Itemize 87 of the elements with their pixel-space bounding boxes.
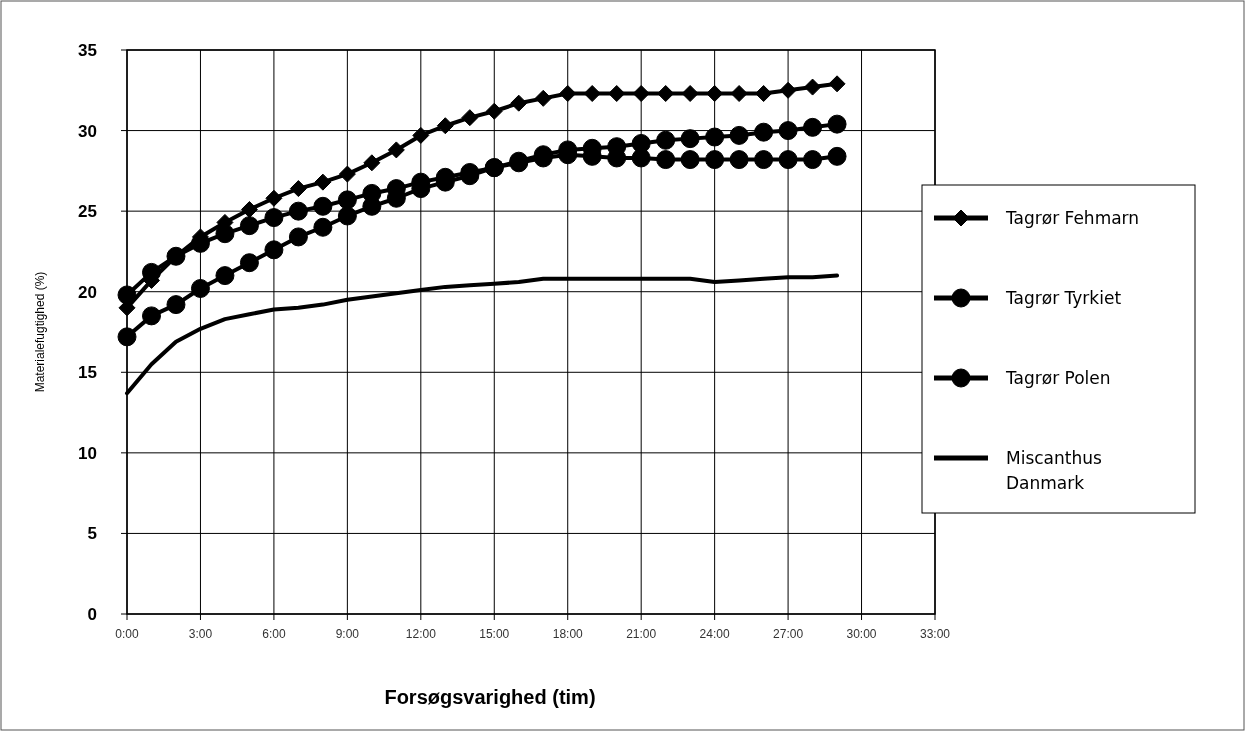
point	[656, 150, 676, 170]
x-tick-label: 21:00	[626, 627, 657, 641]
point	[362, 183, 382, 203]
point	[117, 285, 137, 305]
point	[264, 208, 284, 228]
point	[583, 85, 601, 103]
point	[778, 121, 798, 141]
point	[559, 85, 577, 103]
point	[265, 189, 283, 207]
x-tick-label: 9:00	[335, 627, 360, 641]
point	[632, 85, 650, 103]
point	[608, 85, 626, 103]
y-tick-label: 30	[78, 121, 97, 141]
x-tick-label: 3:00	[188, 627, 213, 641]
x-tick-label: 18:00	[552, 627, 584, 641]
point	[755, 85, 773, 103]
point	[215, 266, 235, 286]
point	[803, 150, 823, 170]
point	[729, 150, 749, 170]
y-tick-label: 20	[78, 282, 97, 302]
point	[680, 129, 700, 149]
point	[804, 78, 822, 96]
point	[117, 327, 137, 347]
point	[190, 278, 210, 298]
point	[485, 102, 503, 120]
point	[436, 117, 454, 135]
y-tick-label: 5	[87, 524, 97, 544]
point	[387, 141, 405, 159]
legend-label: Miscanthus Danmark	[1006, 448, 1102, 493]
point	[828, 75, 846, 93]
x-tick-label: 24:00	[699, 627, 730, 641]
point	[681, 85, 699, 103]
legend-label: Tagrør Fehmarn	[1005, 208, 1140, 228]
point	[827, 146, 847, 166]
point	[337, 190, 357, 210]
point	[239, 253, 259, 273]
point	[166, 295, 186, 315]
point	[680, 150, 700, 170]
point	[706, 85, 724, 103]
point	[314, 173, 332, 191]
point	[338, 165, 356, 183]
point	[705, 127, 725, 147]
x-tick-label: 30:00	[846, 627, 877, 641]
x-tick-label: 12:00	[405, 627, 437, 641]
point	[141, 306, 161, 326]
point	[288, 227, 308, 247]
point	[656, 130, 676, 150]
point	[363, 154, 381, 172]
legend-label: Tagrør Tyrkiet	[1005, 288, 1122, 308]
point	[240, 201, 258, 219]
point	[631, 148, 651, 168]
point	[729, 125, 749, 145]
point	[510, 94, 528, 112]
x-tick-label: 15:00	[479, 627, 510, 641]
point	[705, 150, 725, 170]
point	[313, 196, 333, 216]
point	[313, 217, 333, 237]
point	[141, 262, 161, 282]
x-tick-label: 27:00	[773, 627, 804, 641]
point	[657, 85, 675, 103]
point	[288, 201, 308, 221]
point	[827, 114, 847, 134]
point	[779, 81, 797, 99]
y-tick-label: 0	[87, 605, 97, 624]
x-axis-title: Forsøgsvarighed (tim)	[384, 686, 596, 708]
point	[461, 109, 479, 127]
point	[337, 206, 357, 226]
point	[215, 224, 235, 244]
legend-label: Tagrør Polen	[1005, 368, 1111, 388]
x-tick-label: 33:00	[919, 627, 951, 641]
point	[264, 240, 284, 260]
x-tick-label: 0:00	[115, 627, 139, 641]
point	[754, 122, 774, 142]
y-tick-label: 25	[78, 202, 97, 222]
point	[412, 126, 430, 144]
point	[754, 150, 774, 170]
y-tick-label: 15	[78, 363, 97, 383]
point	[534, 89, 552, 107]
point	[778, 150, 798, 170]
x-tick-label: 6:00	[262, 627, 286, 641]
point	[803, 117, 823, 137]
y-tick-label: 35	[78, 41, 97, 60]
y-tick-label: 10	[78, 443, 97, 463]
y-axis-title: Materialefugtighed (%)	[33, 271, 47, 393]
point	[730, 85, 748, 103]
point	[239, 216, 259, 236]
point	[289, 180, 307, 198]
